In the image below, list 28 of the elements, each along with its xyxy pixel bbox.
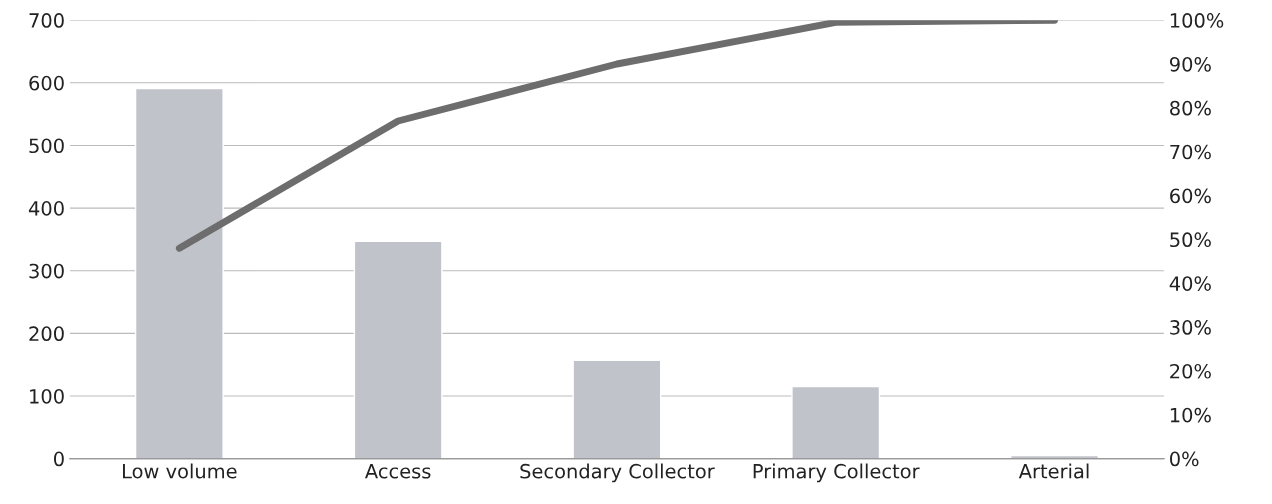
x-tick-label: Arterial	[1018, 463, 1089, 479]
y2-tick-label: 100%	[1170, 13, 1224, 28]
bar	[353, 240, 443, 459]
y2-tick-label: 40%	[1169, 276, 1211, 291]
y-tick-label: 400	[28, 201, 64, 216]
x-tick-label: Access	[365, 464, 431, 479]
bar	[572, 359, 662, 459]
y-tick-label: 600	[29, 75, 64, 91]
y-tick-label: 300	[29, 263, 64, 279]
y-tick-label: 0	[54, 451, 64, 467]
y2-tick-label: 90%	[1169, 56, 1211, 72]
x-tick-label: Secondary Collector	[520, 463, 715, 483]
y2-tick-label: 80%	[1170, 100, 1211, 116]
y2-tick-label: 50%	[1170, 232, 1211, 248]
y2-tick-label: 70%	[1170, 144, 1211, 160]
bar	[134, 87, 224, 459]
y-tick-label: 500	[29, 138, 64, 154]
y2-tick-label: 0%	[1170, 451, 1199, 467]
y-tick-label: 200	[29, 326, 64, 342]
y2-tick-label: 10%	[1170, 407, 1211, 423]
y-tick-label: 700	[29, 13, 64, 28]
y2-tick-label: 20%	[1170, 363, 1211, 379]
y2-tick-label: 60%	[1170, 188, 1211, 204]
y2-tick-label: 30%	[1170, 320, 1211, 335]
y-tick-label: 100	[30, 388, 64, 404]
bar	[791, 385, 881, 459]
x-tick-label: Primary Collector	[753, 463, 920, 483]
x-tick-label: Low volume	[123, 463, 237, 479]
